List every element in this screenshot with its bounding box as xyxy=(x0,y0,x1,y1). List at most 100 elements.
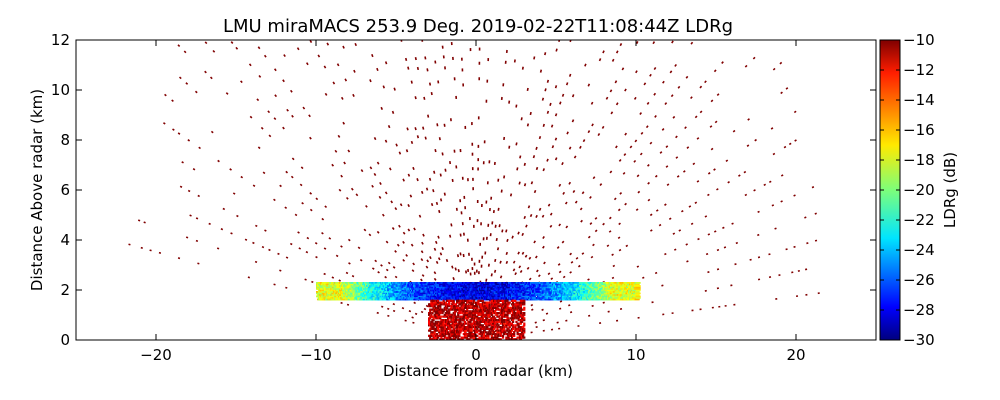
speckle-mark xyxy=(744,193,748,197)
speckle-mark xyxy=(635,70,638,74)
speckle-mark xyxy=(743,170,747,174)
speckle-mark xyxy=(425,265,429,269)
speckle-mark xyxy=(326,42,330,46)
clutter-cell xyxy=(506,313,509,316)
band-cell xyxy=(579,285,585,287)
clutter-cell xyxy=(447,310,450,313)
clutter-cell xyxy=(466,301,469,304)
clutter-cell xyxy=(461,317,464,320)
speckle-mark xyxy=(646,101,650,105)
speckle-mark xyxy=(625,244,629,248)
clutter-cell xyxy=(470,299,473,302)
speckle-mark xyxy=(615,145,618,149)
clutter-cell xyxy=(496,313,499,316)
speckle-mark xyxy=(378,195,382,199)
speckle-mark xyxy=(605,96,609,100)
clutter-cell xyxy=(462,305,465,308)
speckle-mark xyxy=(666,183,670,186)
clutter-cell xyxy=(429,338,432,340)
clutter-cell xyxy=(505,299,508,302)
band-cell xyxy=(379,294,385,296)
clutter-cell xyxy=(462,301,465,304)
band-cell xyxy=(475,292,481,295)
band-cell xyxy=(384,282,390,284)
clutter-cell xyxy=(449,329,452,332)
speckle-mark xyxy=(252,241,255,245)
clutter-cell xyxy=(479,326,482,329)
clutter-cell xyxy=(432,303,435,306)
speckle-mark xyxy=(408,310,412,313)
band-cell xyxy=(475,298,481,301)
clutter-cell xyxy=(459,308,462,311)
speckle-mark xyxy=(433,277,437,281)
band-cell xyxy=(422,289,428,292)
clutter-cell xyxy=(506,338,509,340)
speckle-mark xyxy=(355,193,359,197)
clutter-cell xyxy=(442,320,445,323)
speckle-mark xyxy=(549,224,553,228)
clutter-cell xyxy=(499,333,502,336)
speckle-mark xyxy=(406,127,409,131)
clutter-cell xyxy=(451,299,454,302)
clutter-cell xyxy=(453,313,456,316)
clutter-cell xyxy=(442,322,445,325)
clutter-cell xyxy=(469,303,472,306)
speckle-mark xyxy=(240,175,244,179)
clutter-cell xyxy=(478,320,481,323)
clutter-cell xyxy=(496,315,499,318)
clutter-cell xyxy=(456,333,459,336)
clutter-cell xyxy=(480,331,483,334)
speckle-mark xyxy=(533,240,537,244)
clutter-cell xyxy=(453,312,456,315)
speckle-mark xyxy=(149,249,152,252)
speckle-mark xyxy=(335,254,339,258)
clutter-cell xyxy=(430,322,433,325)
clutter-cell xyxy=(501,301,505,304)
clutter-cell xyxy=(508,333,511,336)
clutter-cell xyxy=(490,299,493,302)
clutter-cell xyxy=(482,310,486,313)
band-cell xyxy=(364,291,370,293)
clutter-cell xyxy=(496,303,499,306)
clutter-cell xyxy=(433,329,436,332)
clutter-cell xyxy=(452,305,455,308)
band-cell xyxy=(610,289,616,292)
band-cell xyxy=(444,288,450,290)
clutter-cell xyxy=(442,338,445,340)
speckle-mark xyxy=(391,227,395,230)
clutter-cell xyxy=(485,310,488,313)
speckle-mark xyxy=(198,146,201,150)
speckle-mark xyxy=(369,166,373,170)
clutter-cell xyxy=(448,305,451,308)
clutter-cell xyxy=(458,312,461,315)
clutter-cell xyxy=(428,329,431,332)
clutter-cell xyxy=(503,329,506,332)
speckle-mark xyxy=(432,189,435,193)
band-cell xyxy=(473,288,479,290)
clutter-cell xyxy=(506,305,509,308)
clutter-cell xyxy=(481,313,484,316)
clutter-cell xyxy=(461,338,464,340)
clutter-cell xyxy=(506,319,509,322)
speckle-mark xyxy=(619,191,623,195)
clutter-cell xyxy=(445,310,449,313)
clutter-cell xyxy=(441,329,444,332)
clutter-cell xyxy=(454,329,458,332)
clutter-cell xyxy=(503,305,506,308)
speckle-mark xyxy=(273,117,277,121)
band-cell xyxy=(616,291,622,293)
clutter-cell xyxy=(460,305,463,308)
clutter-cell xyxy=(448,333,451,336)
speckle-mark xyxy=(525,224,528,228)
speckle-mark xyxy=(590,101,594,105)
clutter-cell xyxy=(440,324,443,327)
clutter-cell xyxy=(480,303,483,306)
band-cell xyxy=(353,298,359,301)
clutter-cell xyxy=(494,299,497,302)
clutter-cell xyxy=(431,301,434,304)
clutter-cell xyxy=(466,299,469,302)
clutter-cell xyxy=(447,319,450,322)
clutter-cell xyxy=(508,322,511,325)
speckle-mark xyxy=(654,271,658,275)
clutter-cell xyxy=(496,334,499,337)
